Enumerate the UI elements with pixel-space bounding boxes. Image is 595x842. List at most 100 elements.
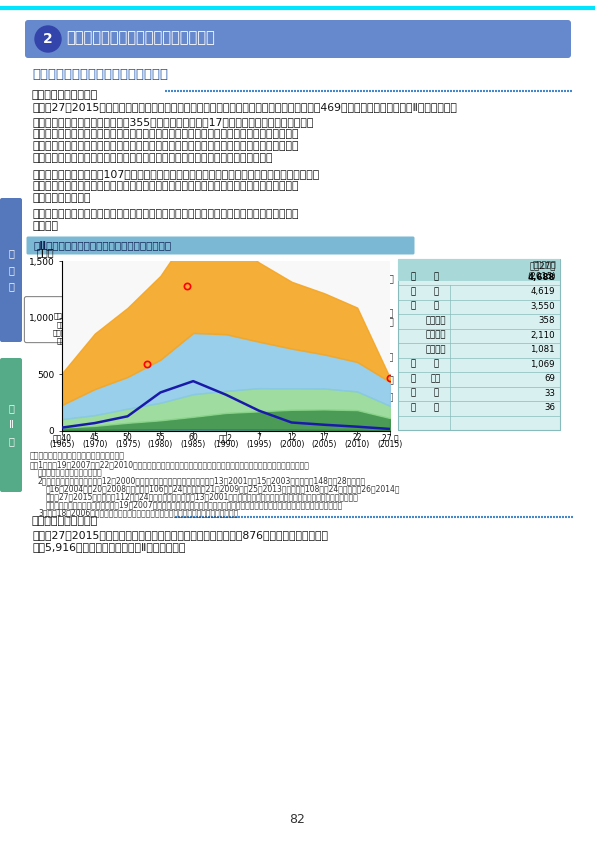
Circle shape xyxy=(35,26,61,52)
Text: 海面養殖業: 海面養殖業 xyxy=(173,400,200,409)
Text: 遠洋漁業: 遠洋漁業 xyxy=(259,301,284,311)
Text: 万トン: 万トン xyxy=(36,247,54,257)
FancyBboxPatch shape xyxy=(24,296,130,343)
Text: 殖: 殖 xyxy=(433,403,439,412)
FancyBboxPatch shape xyxy=(0,198,22,342)
Text: 50: 50 xyxy=(123,433,133,442)
Text: 成16（2004）～20（2008）年は主要106河川24湖沼、平成21（2009）～25（2013）年は主要108河川24湖沼、平成26（2014）: 成16（2004）～20（2008）年は主要106河川24湖沼、平成21（200… xyxy=(46,484,400,493)
Text: ナギの４魚種の収獲量であり、平成19（2007）年以降の収獲量は、琵琶湖、霞ヶ浦及び北浦において養殖されたその他の収獲量を含む。: ナギの４魚種の収獲量であり、平成19（2007）年以降の収獲量は、琵琶湖、霞ヶ浦… xyxy=(46,500,343,509)
Text: 量: 量 xyxy=(387,375,393,384)
Text: 27 年: 27 年 xyxy=(381,433,398,442)
Text: 沿岸漁業: 沿岸漁業 xyxy=(214,377,238,387)
Text: 沿岸漁業: 沿岸漁業 xyxy=(426,345,446,354)
Text: 合: 合 xyxy=(411,273,415,281)
Text: (1975): (1975) xyxy=(115,440,140,449)
Text: 第
Ⅱ
章: 第 Ⅱ 章 xyxy=(8,403,14,446)
Text: 55: 55 xyxy=(155,433,165,442)
Text: これは主に、主産地であるオホーツク海沿岸で爆弾低気圧の被害を受けたホタテガイや、海: これは主に、主産地であるオホーツク海沿岸で爆弾低気圧の被害を受けたホタテガイや、… xyxy=(32,129,299,139)
Text: マイワシの漁獲量: マイワシの漁獲量 xyxy=(167,360,207,369)
Text: 平成27（2015）年
469万トン: 平成27（2015）年 469万トン xyxy=(320,328,370,343)
Text: 4,688: 4,688 xyxy=(528,273,555,281)
Bar xyxy=(398,259,560,430)
Text: 計: 計 xyxy=(433,273,439,281)
Text: 平成27年
(2015): 平成27年 (2015) xyxy=(527,261,556,281)
Text: (1990): (1990) xyxy=(214,440,239,449)
FancyBboxPatch shape xyxy=(0,358,22,492)
FancyBboxPatch shape xyxy=(27,237,415,254)
Text: 3）平成18（2006）年以降の内水面漁業の生産量には、遊漁者による採捕は含まれない。: 3）平成18（2006）年以降の内水面漁業の生産量には、遊漁者による採捕は含まれ… xyxy=(38,508,238,517)
Text: 資料：農林水産省「漁業・養殖業生産統計」: 資料：農林水産省「漁業・養殖業生産統計」 xyxy=(30,451,125,460)
Text: 内: 内 xyxy=(411,374,415,383)
Text: （国内生産量の動向）: （国内生産量の動向） xyxy=(32,90,98,100)
Text: 12: 12 xyxy=(287,433,296,442)
Text: 図Ⅱ－２－１　漁業・養殖業の国内生産量の推移: 図Ⅱ－２－１ 漁業・養殖業の国内生産量の推移 xyxy=(33,240,171,250)
Text: 昭和40: 昭和40 xyxy=(52,433,71,442)
Text: 水面: 水面 xyxy=(431,374,441,383)
Bar xyxy=(398,259,560,280)
Text: 遠洋漁業: 遠洋漁業 xyxy=(426,316,446,325)
Text: (1985): (1985) xyxy=(180,440,206,449)
Text: 内水面漁業・養殖業: 内水面漁業・養殖業 xyxy=(86,386,129,396)
Text: 82: 82 xyxy=(289,813,305,826)
Text: 33: 33 xyxy=(544,389,555,397)
Text: 養: 養 xyxy=(411,360,415,369)
Text: （国内生産額の動向）: （国内生産額の動向） xyxy=(32,516,98,526)
Text: 第２節　我が国の水産業をめぐる動き: 第２節 我が国の水産業をめぐる動き xyxy=(66,30,215,45)
Text: 昭和59（1984）年
生産量ピーク：1,282万トン: 昭和59（1984）年 生産量ピーク：1,282万トン xyxy=(255,280,319,295)
Text: 産: 産 xyxy=(387,353,393,362)
Text: 第
１
部: 第 １ 部 xyxy=(8,248,14,291)
Text: （千トン）: （千トン） xyxy=(533,260,556,269)
Text: 流の影響により我が国沿岸に好漁場が形成されず資源量も減少しているサンマの漁獲量が減: 流の影響により我が国沿岸に好漁場が形成されず資源量も減少しているサンマの漁獲量が… xyxy=(32,141,299,151)
Text: (1980): (1980) xyxy=(148,440,173,449)
Text: また、内水面漁業・養殖業の生産量は６万９千トンで、前年から５千トン（７％）増加し: また、内水面漁業・養殖業の生産量は６万９千トンで、前年から５千トン（７％）増加し xyxy=(32,209,299,219)
Text: 1,069: 1,069 xyxy=(531,360,555,369)
Text: このうち、海面漁業の漁獲量は355万トンで、前年から17万トン（５％）減少しました。: このうち、海面漁業の漁獲量は355万トンで、前年から17万トン（５％）減少しまし… xyxy=(32,117,314,127)
Text: 17: 17 xyxy=(320,433,329,442)
Text: (2005): (2005) xyxy=(312,440,337,449)
Text: 沖合漁業: 沖合漁業 xyxy=(426,331,446,339)
Text: 358: 358 xyxy=(538,316,555,325)
Text: 2,110: 2,110 xyxy=(530,331,555,339)
Text: 量: 量 xyxy=(387,394,393,402)
Text: 45: 45 xyxy=(90,433,100,442)
Text: （１）漁業・養殖業の国内生産の動向: （１）漁業・養殖業の国内生産の動向 xyxy=(32,68,168,81)
Text: 年及び27（2015）年は主要112河川24湖沼の値である。平成13（2001）年以降の内水面養殖業生産量は、マス類、アユ、コイ及びウ: 年及び27（2015）年は主要112河川24湖沼の値である。平成13（2001）… xyxy=(46,492,359,501)
Text: 生: 生 xyxy=(387,273,393,283)
Text: 平成2: 平成2 xyxy=(219,433,233,442)
Text: １兆5,916億円となりました（図Ⅱ－２－２）。: １兆5,916億円となりました（図Ⅱ－２－２）。 xyxy=(32,542,186,552)
Text: 殖: 殖 xyxy=(433,360,439,369)
Text: (2010): (2010) xyxy=(345,440,370,449)
Text: (2000): (2000) xyxy=(279,440,304,449)
Text: 海: 海 xyxy=(411,287,415,296)
Text: 60: 60 xyxy=(189,433,198,442)
FancyBboxPatch shape xyxy=(25,20,571,58)
Text: 業: 業 xyxy=(433,301,439,311)
Text: 2）内水面漁業生産量は、平成12（2000）年以前は全ての河川及び湖沼、平成13（2001）～15（2003）年は主要148河川28湖沼、平: 2）内水面漁業生産量は、平成12（2000）年以前は全ての河川及び湖沼、平成13… xyxy=(38,476,366,485)
FancyBboxPatch shape xyxy=(234,270,339,296)
Text: 青森県で斃死が少なく生育の良かったホタテガイ、兵庫県で生育の良かったノリ類等で収穫: 青森県で斃死が少なく生育の良かったホタテガイ、兵庫県で生育の良かったノリ類等で収… xyxy=(32,181,299,191)
Text: ました。: ました。 xyxy=(32,221,58,231)
Text: (1995): (1995) xyxy=(246,440,271,449)
Text: 少したこと等によります。一方、マイワシやサバ類等では漁獲量が増加しました。: 少したこと等によります。一方、マイワシやサバ類等では漁獲量が増加しました。 xyxy=(32,153,273,163)
Text: 69: 69 xyxy=(544,374,555,383)
Text: 2: 2 xyxy=(43,32,53,46)
Text: 36: 36 xyxy=(544,403,555,412)
Text: 3,550: 3,550 xyxy=(530,301,555,311)
Text: 量が増加しました。: 量が増加しました。 xyxy=(32,193,90,203)
Text: 注：1）平成19（2007）～22（2010）年については、漁業・養殖業生産量の内訳である「遠洋漁業」、「沖合漁業」及び: 注：1）平成19（2007）～22（2010）年については、漁業・養殖業生産量の… xyxy=(30,460,310,469)
Text: 漁: 漁 xyxy=(411,301,415,311)
Text: 22: 22 xyxy=(352,433,362,442)
Text: 昭和53（1978）年
沿岸漁業＋沖合漁業の
漁獲量（マイワシを除く）
ピーク：587万トン: 昭和53（1978）年 沿岸漁業＋沖合漁業の 漁獲量（マイワシを除く） ピーク：… xyxy=(52,312,105,344)
Text: 沖合漁業: 沖合漁業 xyxy=(214,334,239,344)
Text: (1970): (1970) xyxy=(82,440,108,449)
Text: 1,081: 1,081 xyxy=(530,345,555,354)
Text: 4,619: 4,619 xyxy=(531,287,555,296)
Text: 産: 産 xyxy=(387,317,393,327)
Text: 7: 7 xyxy=(256,433,261,442)
FancyBboxPatch shape xyxy=(305,316,387,342)
Text: 漁: 漁 xyxy=(411,389,415,397)
Text: 養: 養 xyxy=(411,403,415,412)
Text: 平成27（2015）年の我が国の漁業・養殖業生産額は、前年から876億円（６％）増加し、: 平成27（2015）年の我が国の漁業・養殖業生産額は、前年から876億円（６％）… xyxy=(32,530,328,540)
Text: 海面養殖業の収穫量は107万トンで、前年から８万トン（８％）増加しました。魚種別には、: 海面養殖業の収穫量は107万トンで、前年から８万トン（８％）増加しました。魚種別… xyxy=(32,169,320,179)
Text: 生: 生 xyxy=(387,310,393,318)
